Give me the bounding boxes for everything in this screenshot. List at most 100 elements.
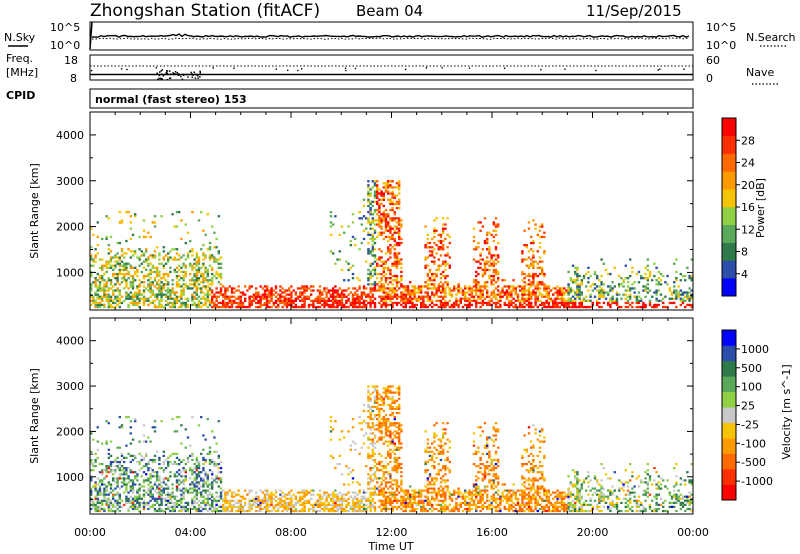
power-cell <box>261 295 264 298</box>
power-cell <box>129 227 132 230</box>
power-cell <box>373 297 377 300</box>
power-cell <box>129 266 132 269</box>
power-cell <box>171 213 174 216</box>
velocity-cell <box>118 503 121 506</box>
velocity-cell <box>371 458 374 462</box>
power-cell <box>563 305 566 309</box>
power-cell <box>365 303 368 307</box>
velocity-cell <box>145 452 148 455</box>
power-cell <box>259 305 262 309</box>
power-cell <box>382 186 385 189</box>
power-cell <box>532 305 535 309</box>
power-cell <box>395 258 399 261</box>
power-cell <box>686 295 689 298</box>
power-cell <box>448 291 451 294</box>
velocity-cell <box>373 465 377 468</box>
power-cell <box>175 252 179 255</box>
power-cell <box>387 229 390 232</box>
velocity-cell <box>382 493 385 496</box>
velocity-cell <box>250 507 253 511</box>
velocity-cell <box>127 509 130 513</box>
velocity-cell <box>369 426 372 429</box>
velocity-cell <box>382 467 385 470</box>
velocity-cell <box>387 501 390 504</box>
power-cell <box>316 295 319 298</box>
power-cell <box>442 289 445 292</box>
velocity-cell <box>263 499 267 502</box>
velocity-cell <box>380 438 383 441</box>
power-cell <box>123 264 126 267</box>
power-cell <box>164 299 168 302</box>
power-cell <box>367 283 370 286</box>
velocity-cell <box>171 509 174 513</box>
power-cell <box>332 223 335 226</box>
power-cell <box>338 301 341 305</box>
velocity-cell <box>345 503 348 506</box>
power-cell <box>369 287 372 290</box>
velocity-cell <box>310 503 313 506</box>
velocity-cell <box>184 469 187 472</box>
power-cell <box>624 297 627 300</box>
power-cell <box>490 258 493 261</box>
power-cell <box>560 295 564 298</box>
power-cell <box>567 287 570 290</box>
power-cell <box>101 279 104 282</box>
power-cell <box>156 293 159 296</box>
velocity-cell <box>105 471 108 474</box>
power-cell <box>686 266 689 269</box>
power-cell <box>494 217 498 220</box>
power-cell <box>131 293 135 296</box>
power-cell <box>437 268 440 272</box>
velocity-cell <box>191 416 194 419</box>
power-cell <box>501 295 504 298</box>
velocity-cell <box>178 487 181 490</box>
power-cell <box>340 225 344 228</box>
power-cell <box>435 252 438 255</box>
power-cell <box>536 299 539 302</box>
power-cell <box>156 283 159 286</box>
power-cell <box>193 297 196 300</box>
velocity-cell <box>347 503 350 506</box>
power-cell <box>479 229 482 232</box>
power-cell <box>98 301 102 305</box>
power-cell <box>376 219 379 222</box>
power-cell <box>536 262 539 265</box>
power-cell <box>380 272 383 276</box>
velocity-cell <box>272 493 275 496</box>
power-cell <box>202 297 205 300</box>
power-cell <box>486 295 489 298</box>
velocity-cell <box>398 505 401 508</box>
power-cell <box>182 270 185 274</box>
power-cell <box>457 305 460 309</box>
velocity-cell <box>222 505 225 508</box>
power-cell <box>516 293 520 296</box>
power-cell <box>596 274 599 278</box>
power-cell <box>351 272 355 276</box>
velocity-cell <box>98 501 102 504</box>
velocity-cell <box>283 493 286 496</box>
power-cell <box>618 293 621 296</box>
velocity-cell <box>332 493 335 496</box>
freq-point <box>166 72 168 74</box>
power-cell <box>160 293 163 296</box>
power-cell <box>554 297 557 300</box>
velocity-cell <box>215 465 218 468</box>
velocity-cell <box>193 489 196 492</box>
power-cell <box>439 246 443 249</box>
power-cell <box>402 301 405 305</box>
power-cell <box>114 283 117 286</box>
velocity-cell <box>371 493 374 496</box>
velocity-cell <box>112 495 115 498</box>
power-cell <box>151 264 154 267</box>
power-cell <box>679 289 682 292</box>
power-cell <box>127 262 130 265</box>
power-cell <box>488 299 491 302</box>
power-cell <box>439 301 443 305</box>
velocity-cell <box>169 505 172 508</box>
velocity-cell <box>120 473 124 476</box>
power-cell <box>107 297 110 300</box>
velocity-cell <box>285 509 289 513</box>
velocity-cell <box>184 471 187 474</box>
velocity-cell <box>193 507 196 511</box>
power-cell <box>354 299 357 302</box>
